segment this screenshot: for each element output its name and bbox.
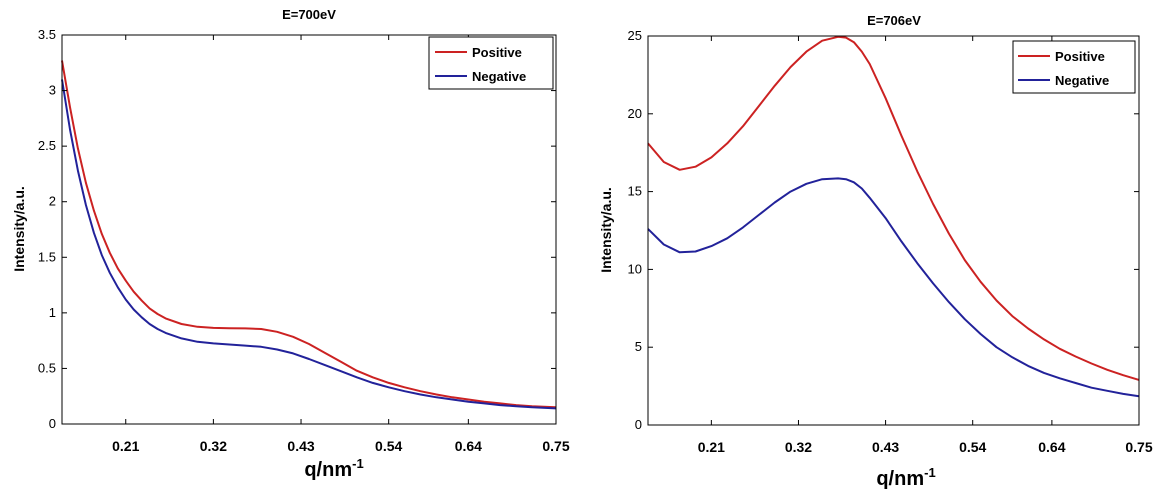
y-tick-label: 10 [628, 261, 642, 276]
legend-label-negative: Negative [472, 69, 526, 84]
x-axis-label: q/nm-1 [876, 465, 935, 490]
y-tick-label: 0 [49, 416, 56, 431]
x-tick-label: 0.75 [1125, 439, 1152, 455]
x-tick-label: 0.43 [287, 438, 314, 454]
x-tick-label: 0.54 [375, 438, 402, 454]
y-tick-label: 20 [628, 106, 642, 121]
y-tick-label: 0 [635, 417, 642, 432]
x-axis-label-sup: -1 [352, 456, 364, 471]
x-tick-label: 0.64 [1038, 439, 1065, 455]
x-tick-label: 0.32 [785, 439, 812, 455]
plot-series [61, 60, 557, 410]
series-line-positive [61, 60, 557, 409]
x-axis: 0.21 0.32 0.43 0.54 0.64 0.75 [112, 35, 570, 454]
x-tick-label: 0.43 [872, 439, 899, 455]
plot-series [647, 35, 1140, 398]
y-tick-label: 2 [49, 194, 56, 209]
y-axis-label: Intensity/a.u. [11, 186, 27, 272]
x-tick-label: 0.21 [112, 438, 139, 454]
x-tick-label: 0.64 [455, 438, 482, 454]
y-axis: 0 0.5 1 1.5 2 2.5 3 3.5 [38, 27, 556, 431]
legend-box [428, 36, 554, 90]
x-tick-label: 0.75 [542, 438, 569, 454]
plot-frame [61, 34, 557, 425]
y-tick-label: 5 [635, 339, 642, 354]
legend-label-positive: Positive [1055, 49, 1105, 64]
legend-label-positive: Positive [472, 45, 522, 60]
y-tick-label: 2.5 [38, 138, 56, 153]
chart-left: E=700eV 0 0.5 1 1.5 2 2.5 3 3.5 0.21 0.32 0.43 0.5… [11, 7, 570, 481]
series-line-positive [647, 35, 1140, 381]
legend: Positive Negative [1012, 40, 1136, 94]
y-tick-label: 1.5 [38, 249, 56, 264]
x-tick-label: 0.32 [200, 438, 227, 454]
plot-frame [647, 35, 1140, 426]
legend: Positive Negative [428, 36, 554, 90]
y-axis-label: Intensity/a.u. [598, 187, 614, 273]
y-tick-label: 3 [49, 83, 56, 98]
x-axis: 0.21 0.32 0.43 0.54 0.64 0.75 [698, 36, 1153, 455]
x-axis-label-main: q/nm [876, 468, 924, 490]
chart-title: E=706eV [867, 13, 921, 28]
x-tick-label: 0.54 [959, 439, 986, 455]
y-tick-label: 0.5 [38, 360, 56, 375]
series-line-negative [61, 79, 557, 410]
x-axis-label-main: q/nm [304, 459, 352, 481]
x-axis-label-sup: -1 [924, 465, 936, 480]
series-line-negative [647, 177, 1140, 398]
y-tick-label: 1 [49, 305, 56, 320]
chart-title: E=700eV [282, 7, 336, 22]
x-axis-label: q/nm-1 [304, 456, 363, 481]
y-tick-label: 3.5 [38, 27, 56, 42]
y-axis: 0 5 10 15 20 25 [628, 28, 1139, 432]
y-tick-label: 25 [628, 28, 642, 43]
legend-box [1012, 40, 1136, 94]
y-tick-label: 15 [628, 184, 642, 199]
x-tick-label: 0.21 [698, 439, 725, 455]
legend-label-negative: Negative [1055, 73, 1109, 88]
